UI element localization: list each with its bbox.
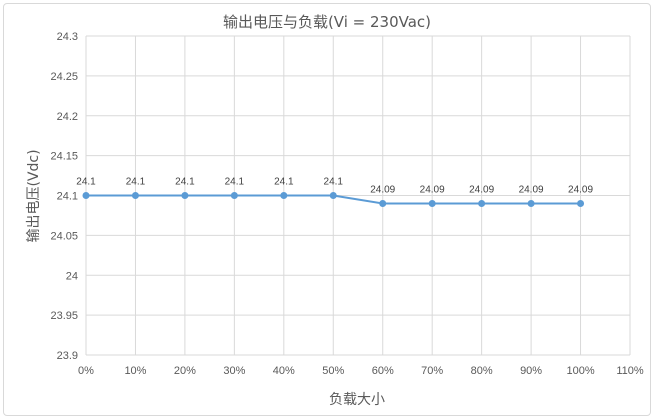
x-tick-label: 30% <box>223 365 245 377</box>
x-tick-label: 20% <box>174 365 196 377</box>
y-tick-label: 23.95 <box>50 310 78 322</box>
x-tick-label: 10% <box>124 365 146 377</box>
x-tick-labels: 0% 10% 20% 30% 40% 50% 60% 70% 80% 90% 100% 110% <box>78 365 644 377</box>
data-label: 24.09 <box>370 184 395 195</box>
x-tick-label: 40% <box>273 365 295 377</box>
x-axis-title: 负载大小 <box>329 392 385 408</box>
y-tick-label: 24 <box>66 270 78 282</box>
data-label: 24.09 <box>420 184 445 195</box>
data-label: 24.09 <box>469 184 494 195</box>
y-tick-label: 24.15 <box>50 151 78 163</box>
data-point <box>527 199 535 207</box>
data-label: 24.1 <box>126 177 146 188</box>
series: 24.1 24.1 24.1 24.1 24.1 24.1 24.09 24.09 24.09 2… <box>76 177 593 207</box>
data-label: 24.1 <box>324 177 344 188</box>
data-point <box>131 192 139 199</box>
data-point <box>379 199 387 207</box>
data-label: 24.1 <box>274 177 294 188</box>
chart-title: 输出电压与负载(Vi = 230Vac) <box>223 13 431 31</box>
y-tick-label: 24.2 <box>57 111 78 123</box>
y-tick-label: 24.3 <box>57 31 78 43</box>
data-point <box>230 192 238 199</box>
y-tick-label: 24.05 <box>50 230 78 242</box>
data-label: 24.09 <box>519 184 544 195</box>
x-tick-label: 60% <box>372 365 394 377</box>
x-tick-label: 100% <box>566 365 594 377</box>
data-label: 24.09 <box>568 184 593 195</box>
y-tick-labels: 23.9 23.95 24 24.05 24.1 24.15 24.2 24.25 24.3 <box>50 31 78 362</box>
data-point <box>280 192 288 199</box>
x-tick-label: 0% <box>78 365 94 377</box>
data-point <box>82 192 90 199</box>
y-axis-title: 输出电压(Vdc) <box>26 149 42 242</box>
x-tick-label: 70% <box>421 365 443 377</box>
x-tick-label: 110% <box>616 365 644 377</box>
x-tick-label: 80% <box>471 365 493 377</box>
x-tick-label: 90% <box>520 365 542 377</box>
data-point <box>478 199 486 207</box>
y-tick-label: 24.1 <box>57 191 78 203</box>
data-point <box>181 192 189 199</box>
data-label: 24.1 <box>225 177 245 188</box>
y-tick-label: 24.25 <box>50 71 78 83</box>
data-label: 24.1 <box>175 177 195 188</box>
y-tick-label: 23.9 <box>57 350 78 362</box>
x-tick-label: 50% <box>322 365 344 377</box>
data-point <box>428 199 436 207</box>
data-point <box>577 199 585 207</box>
data-point <box>329 192 337 199</box>
data-label: 24.1 <box>76 177 96 188</box>
chart-frame <box>3 3 651 416</box>
